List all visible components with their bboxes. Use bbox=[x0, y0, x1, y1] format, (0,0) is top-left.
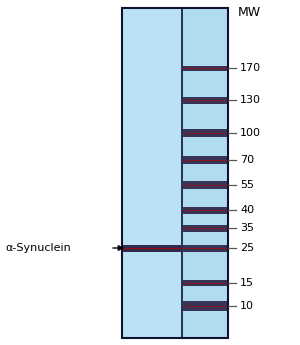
Text: 170: 170 bbox=[240, 63, 261, 73]
Bar bbox=[183, 280, 227, 286]
Bar bbox=[183, 97, 227, 104]
Text: 10: 10 bbox=[240, 301, 254, 311]
Bar bbox=[183, 207, 227, 214]
Text: MW: MW bbox=[238, 6, 261, 19]
Bar bbox=[183, 156, 227, 164]
Bar bbox=[122, 8, 228, 338]
Text: 55: 55 bbox=[240, 180, 254, 190]
Bar bbox=[183, 245, 227, 252]
Text: 15: 15 bbox=[240, 278, 254, 288]
Text: 25: 25 bbox=[240, 243, 254, 253]
Text: 100: 100 bbox=[240, 128, 261, 138]
Bar bbox=[183, 225, 227, 231]
Bar bbox=[183, 301, 227, 311]
Bar bbox=[122, 8, 228, 338]
Text: α-Synuclein: α-Synuclein bbox=[5, 243, 71, 253]
Bar bbox=[183, 181, 227, 189]
Text: 35: 35 bbox=[240, 223, 254, 233]
Bar bbox=[123, 245, 181, 252]
Bar bbox=[122, 8, 182, 338]
Text: 40: 40 bbox=[240, 205, 254, 215]
Bar bbox=[183, 129, 227, 137]
Bar bbox=[183, 66, 227, 70]
Text: 130: 130 bbox=[240, 95, 261, 105]
Text: 70: 70 bbox=[240, 155, 254, 165]
